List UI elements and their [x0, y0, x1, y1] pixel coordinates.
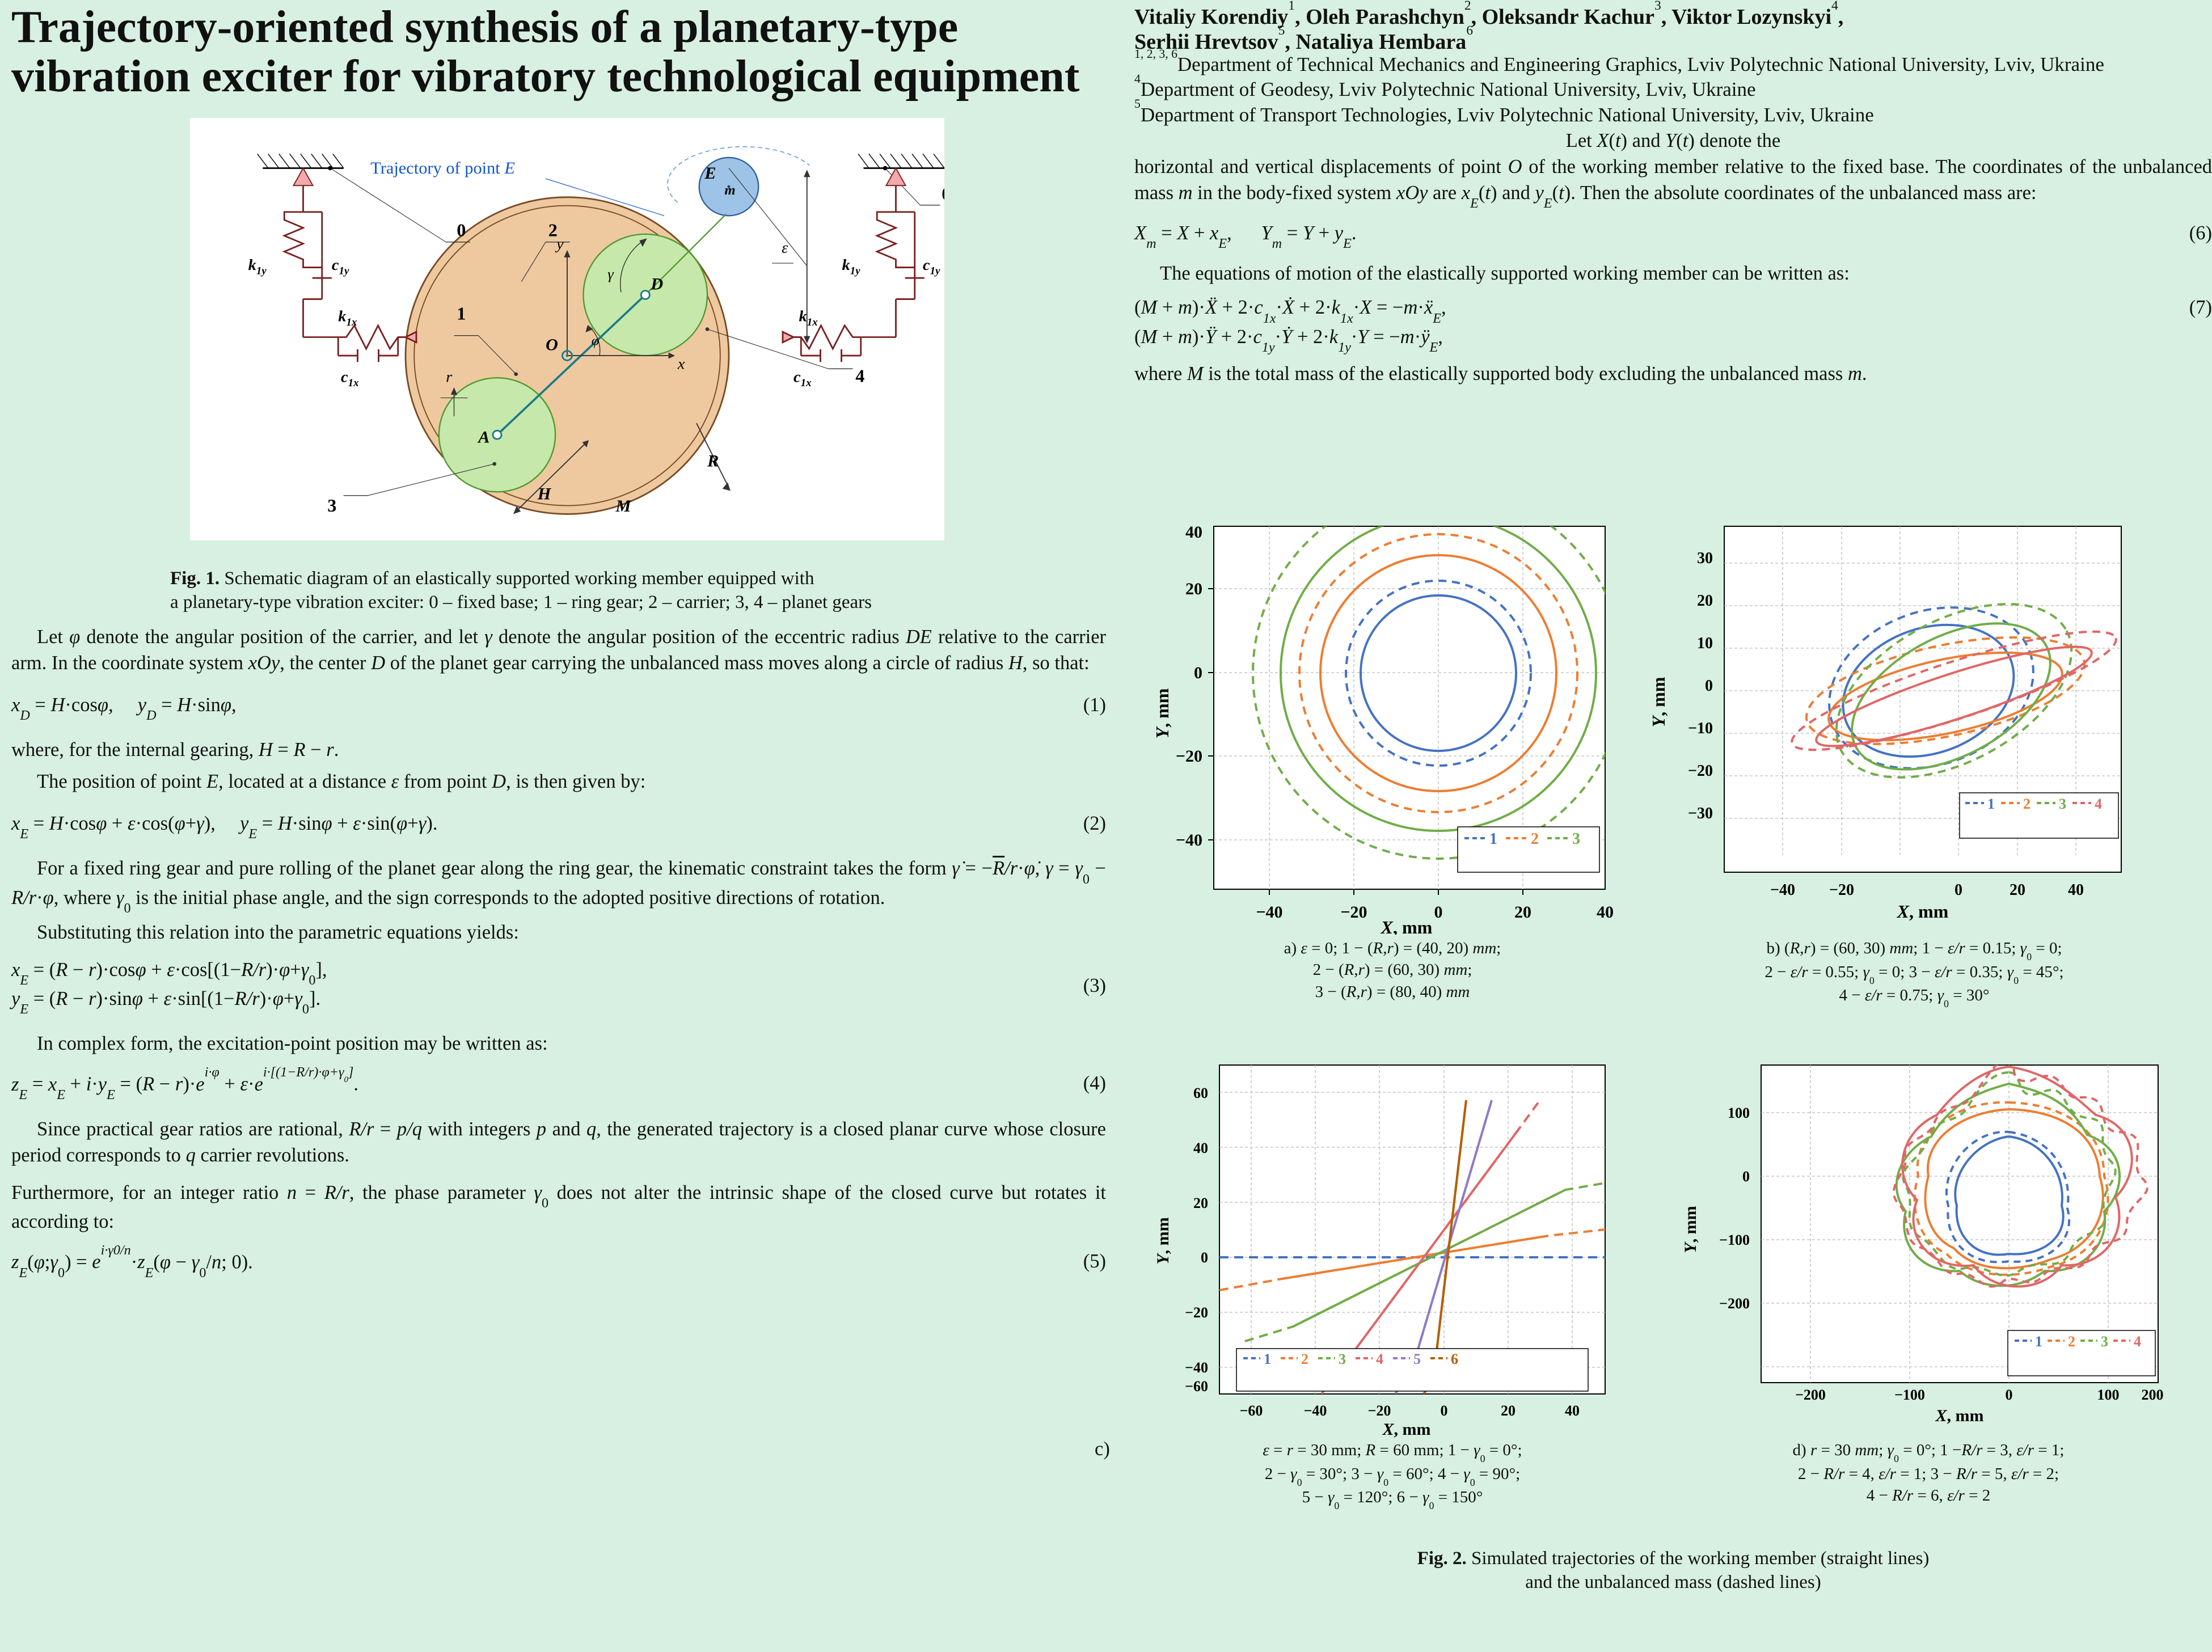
svg-text:k1y: k1y	[248, 256, 267, 277]
svg-text:−20: −20	[1368, 1402, 1391, 1419]
svg-text:20: 20	[1185, 580, 1202, 598]
svg-text:4: 4	[2095, 796, 2102, 812]
svg-text:0: 0	[1705, 677, 1713, 695]
svg-text:1: 1	[1987, 796, 1995, 812]
svg-text:k1x: k1x	[338, 308, 357, 328]
svg-text:X, mm: X, mm	[1381, 917, 1433, 935]
svg-text:−40: −40	[1185, 1359, 1208, 1376]
svg-text:Y, mm: Y, mm	[1154, 1217, 1172, 1264]
svg-text:40: 40	[1565, 1402, 1580, 1419]
svg-text:0: 0	[2006, 1387, 2013, 1403]
svg-text:1: 1	[2035, 1333, 2042, 1350]
svg-text:M: M	[615, 496, 631, 516]
svg-text:Y, mm: Y, mm	[1152, 688, 1172, 738]
svg-text:φ: φ	[592, 333, 600, 349]
svg-text:−40: −40	[1256, 903, 1282, 922]
svg-text:100: 100	[1728, 1105, 1750, 1121]
svg-text:−20: −20	[1829, 881, 1854, 899]
svg-text:m: m	[724, 183, 735, 198]
svg-text:3: 3	[1572, 830, 1580, 848]
svg-text:−20: −20	[1185, 1304, 1208, 1321]
svg-text:0: 0	[942, 184, 944, 204]
svg-text:20: 20	[1501, 1402, 1516, 1419]
svg-text:20: 20	[1514, 903, 1531, 922]
svg-text:2: 2	[1531, 830, 1539, 848]
svg-text:40: 40	[1193, 1140, 1208, 1156]
svg-text:40: 40	[1597, 903, 1614, 922]
svg-text:X, mm: X, mm	[1897, 901, 1949, 922]
svg-text:−40: −40	[1176, 831, 1202, 850]
svg-text:γ: γ	[607, 266, 614, 282]
svg-text:c1x: c1x	[793, 369, 812, 389]
svg-text:10: 10	[1697, 635, 1713, 652]
svg-text:E: E	[704, 163, 716, 183]
svg-text:40: 40	[2068, 881, 2084, 899]
svg-text:H: H	[537, 484, 552, 504]
svg-text:4: 4	[2134, 1333, 2141, 1350]
svg-text:0: 0	[1441, 1402, 1448, 1419]
svg-text:c1x: c1x	[341, 369, 359, 389]
svg-text:3: 3	[2101, 1333, 2108, 1350]
svg-text:−40: −40	[1770, 881, 1795, 899]
svg-text:5: 5	[1413, 1351, 1421, 1367]
svg-text:1: 1	[1489, 830, 1497, 848]
svg-text:Y, mm: Y, mm	[1648, 677, 1669, 727]
svg-text:0: 0	[1955, 881, 1962, 899]
svg-text:3: 3	[2059, 796, 2066, 812]
svg-text:100: 100	[2097, 1387, 2120, 1403]
svg-text:6: 6	[1451, 1351, 1458, 1367]
svg-text:A: A	[477, 428, 489, 447]
svg-text:3: 3	[327, 496, 336, 516]
svg-text:k1x: k1x	[799, 308, 818, 328]
svg-text:k1y: k1y	[842, 256, 860, 277]
svg-text:−200: −200	[1795, 1387, 1826, 1403]
svg-text:O: O	[546, 335, 558, 354]
svg-text:X, mm: X, mm	[1382, 1420, 1431, 1439]
svg-text:0: 0	[1201, 1249, 1208, 1266]
svg-text:−40: −40	[1304, 1402, 1327, 1419]
svg-text:40: 40	[1185, 523, 1202, 542]
svg-text:c1y: c1y	[923, 256, 940, 277]
svg-text:R: R	[707, 451, 719, 471]
svg-text:X, mm: X, mm	[1935, 1406, 1984, 1425]
svg-text:2: 2	[2068, 1333, 2075, 1350]
svg-text:2: 2	[2023, 796, 2031, 812]
svg-text:Y, mm: Y, mm	[1681, 1206, 1700, 1253]
svg-text:0: 0	[1434, 903, 1443, 922]
svg-text:−100: −100	[1719, 1232, 1750, 1248]
svg-text:3: 3	[1339, 1351, 1346, 1367]
svg-text:−100: −100	[1894, 1387, 1925, 1403]
svg-text:−30: −30	[1688, 805, 1713, 822]
svg-text:D: D	[650, 274, 663, 294]
svg-text:2: 2	[548, 221, 558, 240]
svg-text:r: r	[446, 369, 453, 386]
svg-text:0: 0	[1194, 664, 1202, 682]
svg-text:0: 0	[457, 221, 466, 240]
svg-text:Trajectory of point E: Trajectory of point E	[370, 158, 515, 178]
svg-text:2: 2	[1301, 1351, 1308, 1367]
svg-text:60: 60	[1193, 1085, 1208, 1101]
svg-text:−20: −20	[1688, 762, 1713, 780]
svg-text:20: 20	[1697, 592, 1713, 610]
svg-text:4: 4	[855, 366, 864, 386]
svg-text:20: 20	[2010, 881, 2025, 899]
svg-text:1: 1	[1264, 1351, 1271, 1367]
svg-text:200: 200	[2142, 1387, 2164, 1403]
svg-text:0: 0	[1742, 1168, 1750, 1185]
svg-text:−60: −60	[1185, 1378, 1208, 1395]
svg-text:−60: −60	[1240, 1402, 1263, 1419]
svg-text:1: 1	[457, 304, 466, 324]
svg-text:20: 20	[1193, 1195, 1208, 1211]
svg-text:c1y: c1y	[332, 256, 349, 277]
svg-text:−20: −20	[1176, 747, 1202, 766]
svg-text:−10: −10	[1688, 720, 1713, 737]
svg-text:4: 4	[1376, 1351, 1383, 1367]
svg-text:x: x	[677, 356, 685, 373]
svg-text:30: 30	[1697, 550, 1713, 567]
svg-text:−200: −200	[1719, 1295, 1750, 1312]
svg-text:−20: −20	[1340, 903, 1367, 922]
